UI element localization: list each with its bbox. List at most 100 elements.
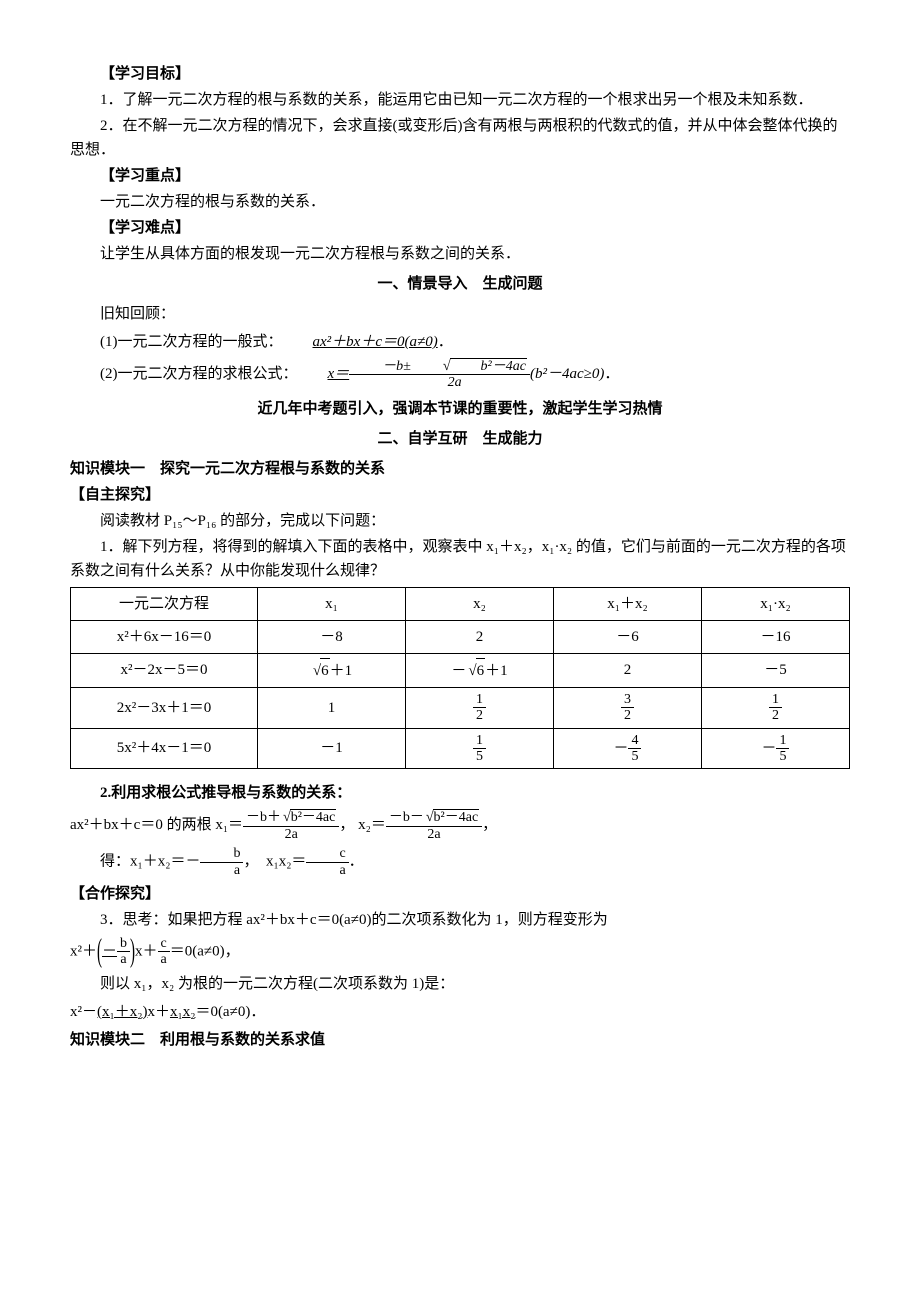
q3-c-over-a: ca <box>158 936 170 968</box>
module-2: 知识模块二 利用根与系数的关系求值 <box>70 1028 850 1052</box>
col-equation: 一元二次方程 <box>71 587 258 620</box>
num-pre: －b± <box>382 359 411 374</box>
final-tail: ＝0(a≠0)． <box>195 1004 265 1020</box>
sqrt-icon: b²－4ac <box>281 809 336 825</box>
x1-frac: －b＋ b²－4ac 2a <box>243 809 339 842</box>
cell-eq: 2x²－3x＋1＝0 <box>71 687 258 728</box>
q2-roots: ax²＋bx＋c＝0 的两根 x₁＝－b＋b²－4ac2a， x₂＝－b－b²－… <box>70 809 850 842</box>
frac-den: a <box>158 952 170 967</box>
cell-sum: 2 <box>553 653 701 687</box>
frac-num: 1 <box>473 733 486 749</box>
q2-result: 得：x₁＋x₂＝－ba， x₁x₂＝ca． <box>70 846 850 878</box>
sqrt-icon: b²－4ac <box>424 809 479 825</box>
den: 2a <box>243 827 339 842</box>
heading-exam: 近几年中考题引入，强调本节课的重要性，激起学生学习热情 <box>70 397 850 421</box>
difficult-text: 让学生从具体方面的根发现一元二次方程根与系数之间的关系． <box>70 242 850 266</box>
q2-pre: ax²＋bx＋c＝0 的两根 x₁＝ <box>70 817 243 833</box>
frac-num: 1 <box>769 692 782 708</box>
radicand: 6 <box>320 658 330 683</box>
self-explore: 【自主探究】 <box>70 483 850 507</box>
c-over-a: ca <box>306 846 348 878</box>
cell-x1: －8 <box>257 620 405 653</box>
x-eq: x＝ <box>328 366 350 382</box>
cell-x2: 12 <box>405 687 553 728</box>
final-u2: x₁x₂ <box>170 1000 195 1024</box>
paren-left-icon: ( <box>97 925 102 978</box>
goal-2: 2．在不解一元二次方程的情况下，会求直接(或变形后)含有两根与两根积的代数式的值… <box>70 114 850 162</box>
radicand: b²－4ac <box>290 809 337 825</box>
res-mid: ， x₁x₂＝ <box>243 853 306 869</box>
col-x2: x₂ <box>405 587 553 620</box>
root-frac: －b±b²－4ac2a <box>349 358 530 391</box>
radicand: 6 <box>476 658 486 683</box>
q3-title: 3．思考：如果把方程 ax²＋bx＋c＝0(a≠0)的二次项系数化为 1，则方程… <box>70 908 850 932</box>
col-prod: x₁·x₂ <box>701 587 849 620</box>
frac-num: 1 <box>776 733 789 749</box>
cell-x2: 15 <box>405 728 553 769</box>
q1-text: 1．解下列方程，将得到的解填入下面的表格中，观察表中 x₁＋x₂，x₁·x₂ 的… <box>70 535 850 583</box>
cell-eq: x²－2x－5＝0 <box>71 653 258 687</box>
roots-table: 一元二次方程 x₁ x₂ x₁＋x₂ x₁·x₂ x²＋6x－16＝0 －8 2… <box>70 587 850 770</box>
review-2: (2)一元二次方程的求根公式： x＝－b±b²－4ac2a (b²－4ac≥0)… <box>70 358 850 391</box>
frac-den: 2 <box>473 708 486 723</box>
frac-num: c <box>158 936 170 952</box>
sqrt-icon: 6 <box>311 658 330 683</box>
cell-prod: －16 <box>701 620 849 653</box>
cell-eq: x²＋6x－16＝0 <box>71 620 258 653</box>
sqrt-icon: b²－4ac <box>411 358 527 374</box>
frac-den: 2 <box>621 708 634 723</box>
frac-num: 4 <box>628 733 641 749</box>
heading-difficult: 【学习难点】 <box>70 216 850 240</box>
final-u1: (x₁＋x₂) <box>97 1000 147 1024</box>
q3-mid: x＋ <box>135 943 158 959</box>
cell-x2: －6＋1 <box>405 653 553 687</box>
x2-frac: －b－b²－4ac2a <box>386 809 482 842</box>
res-tail: ． <box>349 853 364 869</box>
table-row: x²－2x－5＝0 6＋1 －6＋1 2 －5 <box>71 653 850 687</box>
inner-pre: － <box>102 943 117 959</box>
review-2-formula: x＝－b±b²－4ac2a <box>298 358 530 391</box>
frac-den: a <box>200 863 243 878</box>
q3-transformed: x²＋(－ba)x＋ca＝0(a≠0)， <box>70 936 850 968</box>
q3-tail: ＝0(a≠0)， <box>170 943 240 959</box>
frac-den: 5 <box>776 749 789 764</box>
num-pre: －b＋ <box>246 810 281 825</box>
frac-den: 2 <box>769 708 782 723</box>
q3-pre: x²＋ <box>70 943 97 959</box>
cell-eq: 5x²＋4x－1＝0 <box>71 728 258 769</box>
cell-sum: －45 <box>553 728 701 769</box>
review-2-pre: (2)一元二次方程的求根公式： <box>100 366 298 382</box>
col-x1: x₁ <box>257 587 405 620</box>
cell-prod: －15 <box>701 728 849 769</box>
sqrt-icon: 6 <box>466 658 485 683</box>
cell-x1: 6＋1 <box>257 653 405 687</box>
col-sum: x₁＋x₂ <box>553 587 701 620</box>
q2-mid: ， x₂＝ <box>339 817 385 833</box>
q3-inner: －ba <box>102 936 130 968</box>
b-over-a: ba <box>200 846 243 878</box>
cell-prod: 12 <box>701 687 849 728</box>
frac-den: a <box>306 863 348 878</box>
review-1-formula: ax²＋bx＋c＝0(a≠0) <box>283 330 438 354</box>
module-1: 知识模块一 探究一元二次方程根与系数的关系 <box>70 457 850 481</box>
review-2-cond: (b²－4ac≥0) <box>530 366 604 382</box>
q2-tail: ， <box>482 817 497 833</box>
frac-den: 5 <box>473 749 486 764</box>
q2-title: 2.利用求根公式推导根与系数的关系： <box>70 781 850 805</box>
paren-right-icon: ) <box>130 925 135 978</box>
key-text: 一元二次方程的根与系数的关系． <box>70 190 850 214</box>
table-row: 5x²＋4x－1＝0 －1 15 －45 －15 <box>71 728 850 769</box>
coop-explore: 【合作探究】 <box>70 882 850 906</box>
frac-num: b <box>117 936 130 952</box>
radicand: b²－4ac <box>433 809 480 825</box>
heading-selfstudy: 二、自学互研 生成能力 <box>70 427 850 451</box>
res-pre: 得：x₁＋x₂＝－ <box>100 853 200 869</box>
review-label: 旧知回顾： <box>70 302 850 326</box>
frac-den: 5 <box>628 749 641 764</box>
cell-x2: 2 <box>405 620 553 653</box>
frac-den: a <box>117 952 130 967</box>
goal-1: 1．了解一元二次方程的根与系数的关系，能运用它由已知一元二次方程的一个根求出另一… <box>70 88 850 112</box>
final-pre: x²－ <box>70 1004 97 1020</box>
den: 2a <box>386 827 482 842</box>
frac-num: 1 <box>473 692 486 708</box>
